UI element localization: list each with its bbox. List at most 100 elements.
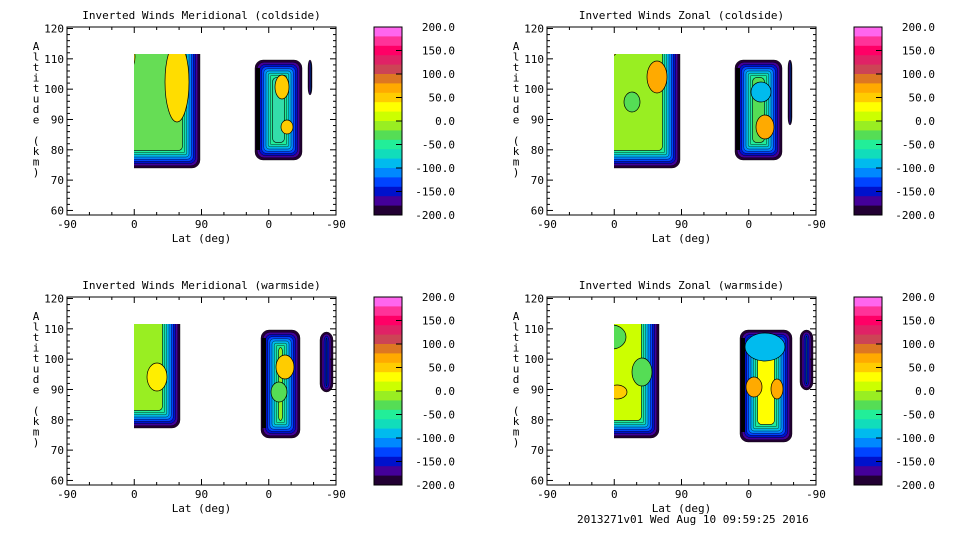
- colorbar-tick-label: 0.0: [915, 385, 935, 398]
- colorbar: 200.0 150.0 100.0 50.0 0.0 -50.0 -100.0 -150.0 -…: [853, 291, 935, 492]
- colorbar-swatch: [854, 400, 882, 411]
- colorbar-swatch: [374, 400, 402, 411]
- y-tick-label: 60: [51, 474, 64, 487]
- contour-feature: [93, 355, 121, 399]
- colorbar-swatch: [374, 74, 402, 84]
- contour-feature: [98, 71, 126, 123]
- contour-region: [319, 331, 334, 393]
- x-tick-label: 90: [195, 218, 208, 231]
- colorbar: 200.0 150.0 100.0 50.0 0.0 -50.0 -100.0 -150.0 -…: [373, 21, 456, 222]
- colorbar-swatch: [374, 36, 402, 47]
- colorbar-swatch: [374, 102, 402, 113]
- y-tick-label: 120: [44, 23, 64, 36]
- colorbar-tick-label: 0.0: [435, 385, 455, 398]
- x-tick-label: 0: [131, 218, 138, 231]
- contour-region: [787, 59, 793, 126]
- colorbar-swatch: [854, 353, 882, 364]
- colorbar-swatch: [854, 111, 882, 122]
- colorbar-swatch: [374, 447, 402, 458]
- colorbar-swatch: [854, 55, 882, 66]
- contour-region: [307, 59, 313, 96]
- colorbar-tick-label: -50.0: [422, 409, 455, 422]
- colorbar-swatch: [854, 36, 882, 47]
- colorbar-swatch: [854, 74, 882, 84]
- colorbar-swatch: [854, 102, 882, 113]
- colorbar-swatch: [854, 438, 882, 448]
- colorbar-swatch: [374, 372, 402, 383]
- contour-interior: [614, 324, 642, 421]
- contour-edge: [94, 27, 98, 158]
- colorbar-swatch: [374, 456, 402, 467]
- colorbar-swatch: [854, 391, 882, 401]
- y-tick-label: 80: [51, 144, 64, 157]
- colorbar-tick-label: -200.0: [415, 209, 455, 222]
- colorbar-swatch: [374, 64, 402, 75]
- y-tick-label: 100: [44, 353, 64, 366]
- colorbar-swatch: [374, 475, 402, 486]
- contour-feature: [614, 384, 628, 400]
- colorbar-tick-label: 150.0: [902, 315, 935, 328]
- colorbar-swatch: [854, 447, 882, 458]
- colorbar-swatch: [374, 196, 402, 207]
- x-tick-label: -90: [57, 218, 77, 231]
- colorbar-swatch: [854, 372, 882, 383]
- contour-feature: [85, 116, 109, 148]
- panel-title: Inverted Winds Meridional (warmside): [82, 279, 320, 292]
- colorbar-swatch: [854, 344, 882, 354]
- x-tick-label: -90: [537, 218, 557, 231]
- colorbar-tick-label: 100.0: [902, 338, 935, 351]
- contour-feature: [116, 369, 128, 385]
- contour-interior: [325, 337, 328, 387]
- colorbar-swatch: [374, 130, 402, 141]
- colorbar-swatch: [374, 139, 402, 150]
- contour-region: [260, 329, 301, 439]
- x-tick-label: 90: [675, 488, 688, 501]
- colorbar-swatch: [374, 419, 402, 430]
- colorbar-tick-label: 50.0: [909, 92, 936, 105]
- x-tick-label: -90: [326, 218, 346, 231]
- colorbar-swatch: [854, 306, 882, 317]
- contour-feature: [614, 54, 617, 56]
- colorbar-swatch: [374, 205, 402, 216]
- contour-edge: [574, 27, 578, 158]
- colorbar-tick-label: 100.0: [422, 338, 455, 351]
- colorbar-swatch: [374, 121, 402, 131]
- x-tick-label: 0: [265, 488, 272, 501]
- contour-panel: Inverted Winds Zonal (coldside) 60 70 80 90 1…: [513, 9, 935, 245]
- colorbar-tick-label: -50.0: [902, 139, 935, 152]
- contour-region: [799, 329, 814, 391]
- colorbar-swatch: [854, 456, 882, 467]
- colorbar-tick-label: 50.0: [429, 92, 456, 105]
- contour-interior: [789, 61, 792, 124]
- y-tick-label: 120: [44, 293, 64, 306]
- contour-feature: [275, 354, 295, 380]
- contour-feature: [770, 378, 784, 400]
- colorbar-swatch: [374, 45, 402, 56]
- contour-feature: [164, 54, 190, 123]
- colorbar-swatch: [374, 55, 402, 66]
- colorbar-tick-label: 150.0: [422, 45, 455, 58]
- contour-feature: [595, 301, 619, 313]
- contour-feature: [146, 362, 168, 392]
- colorbar-tick-label: 0.0: [915, 115, 935, 128]
- contour-feature: [631, 357, 653, 387]
- colorbar-tick-label: 150.0: [902, 45, 935, 58]
- contour-feature: [744, 332, 786, 362]
- y-tick-label: 90: [51, 383, 64, 396]
- colorbar-swatch: [854, 466, 882, 477]
- contour-feature: [134, 54, 136, 65]
- colorbar-swatch: [374, 391, 402, 401]
- contour-region: [595, 301, 660, 439]
- contour-panel: Inverted Winds Meridional (coldside) 60 70…: [33, 9, 455, 245]
- y-tick-label: 120: [524, 23, 544, 36]
- colorbar-swatch: [374, 334, 402, 345]
- colorbar-swatch: [374, 92, 402, 103]
- colorbar-swatch: [854, 428, 882, 439]
- colorbar-tick-label: -100.0: [415, 432, 455, 445]
- colorbar-tick-label: 200.0: [422, 291, 455, 304]
- colorbar-swatch: [374, 409, 402, 420]
- contour-region: [85, 27, 201, 169]
- contour-interior: [134, 324, 163, 411]
- colorbar-swatch: [854, 334, 882, 345]
- colorbar-tick-label: -150.0: [895, 456, 935, 469]
